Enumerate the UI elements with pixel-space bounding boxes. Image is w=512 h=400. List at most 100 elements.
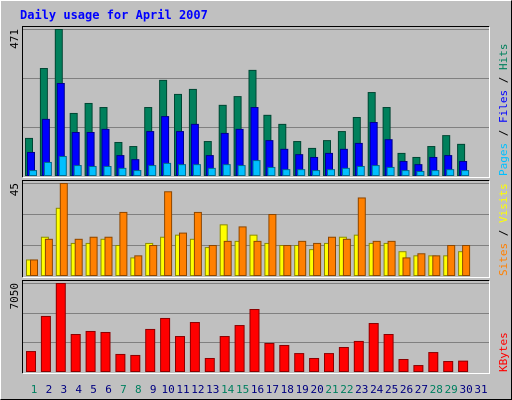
- bar: [446, 169, 455, 177]
- bar: [353, 340, 364, 372]
- bar: [398, 358, 409, 372]
- legend: Sites / Visits: [497, 183, 510, 276]
- x-tick-label: 30: [459, 383, 472, 396]
- bar: [368, 323, 379, 372]
- x-tick-label: 16: [251, 383, 264, 396]
- bar: [207, 167, 216, 176]
- legend-separator: /: [497, 123, 510, 143]
- bar: [118, 167, 127, 176]
- legend-entry: Pages: [497, 143, 510, 176]
- bar: [59, 183, 68, 276]
- panel-edge-dark: [22, 180, 490, 278]
- bar: [313, 242, 322, 276]
- bar: [371, 165, 380, 176]
- x-tick-label: 19: [296, 383, 309, 396]
- bar: [341, 167, 350, 176]
- bar: [134, 255, 143, 276]
- bar: [219, 336, 230, 372]
- bar: [282, 169, 291, 177]
- bar: [193, 211, 202, 276]
- bar: [267, 166, 276, 177]
- bar: [264, 342, 275, 372]
- x-tick-label: 27: [415, 383, 428, 396]
- x-tick-label: 15: [236, 383, 249, 396]
- x-tick-label: 11: [176, 383, 189, 396]
- bar: [328, 236, 336, 277]
- bar: [130, 354, 141, 373]
- x-tick-label: 22: [340, 383, 353, 396]
- panel-edge-dark: [22, 280, 490, 374]
- bar: [119, 211, 128, 276]
- bar: [357, 197, 366, 276]
- bar: [103, 166, 112, 177]
- legend-entry: Visits: [497, 183, 510, 223]
- bar: [383, 334, 394, 372]
- bar: [204, 357, 215, 373]
- bar: [443, 361, 454, 373]
- bar: [338, 347, 349, 372]
- bar: [70, 334, 81, 372]
- bar: [55, 283, 66, 372]
- bar: [85, 330, 96, 372]
- bar: [208, 245, 217, 276]
- panel-edge-light: [22, 180, 490, 278]
- bar: [387, 240, 396, 277]
- bar: [29, 170, 37, 177]
- chart-title: Daily usage for April 2007: [20, 8, 208, 22]
- legend-entry: Sites: [497, 243, 510, 276]
- x-tick-label: 26: [400, 383, 413, 396]
- bar: [294, 353, 305, 373]
- bar: [309, 357, 320, 373]
- bar: [178, 164, 186, 176]
- x-tick-label: 12: [191, 383, 204, 396]
- bar: [163, 162, 172, 177]
- bar: [189, 322, 200, 373]
- bar: [44, 238, 53, 277]
- x-tick-label: 7: [120, 383, 127, 396]
- x-tick-label: 13: [206, 383, 219, 396]
- x-tick-label: 23: [355, 383, 368, 396]
- bar: [386, 166, 395, 177]
- bar: [223, 240, 232, 277]
- panel-edge-light: [22, 280, 490, 374]
- bar: [447, 245, 456, 276]
- bar: [148, 165, 157, 176]
- x-tick-label: 29: [445, 383, 458, 396]
- x-tick-label: 18: [281, 383, 294, 396]
- bar: [249, 309, 260, 373]
- x-tick-label: 9: [150, 383, 157, 396]
- x-tick-label: 31: [474, 383, 487, 396]
- bar: [431, 170, 440, 177]
- bar: [298, 240, 307, 277]
- legend-entry: Hits: [497, 44, 510, 71]
- bar: [58, 156, 67, 177]
- panel-edge-dark: [22, 26, 490, 178]
- legend-separator: /: [497, 223, 510, 243]
- bar: [342, 238, 351, 277]
- x-tick-label: 5: [90, 383, 97, 396]
- x-tick-label: 2: [46, 383, 53, 396]
- bar: [327, 169, 335, 177]
- x-tick-label: 1: [31, 383, 38, 396]
- bar: [324, 353, 334, 373]
- bar: [401, 170, 410, 177]
- bar: [432, 255, 441, 276]
- bar: [175, 336, 185, 372]
- bar: [89, 236, 98, 277]
- bar: [428, 352, 439, 372]
- bar: [268, 214, 277, 276]
- legend-separator: /: [497, 70, 510, 90]
- x-tick-label: 28: [430, 383, 443, 396]
- legend-entry: KBytes: [497, 332, 510, 372]
- x-tick-label: 14: [221, 383, 235, 396]
- bar: [462, 245, 471, 276]
- bar: [416, 171, 425, 176]
- bar: [279, 344, 290, 373]
- bar: [40, 315, 51, 373]
- y-tick-label: 7050: [8, 283, 21, 310]
- bar: [237, 165, 246, 176]
- panel-edge-light: [22, 26, 490, 178]
- bar: [88, 166, 97, 177]
- x-tick-label: 6: [105, 383, 112, 396]
